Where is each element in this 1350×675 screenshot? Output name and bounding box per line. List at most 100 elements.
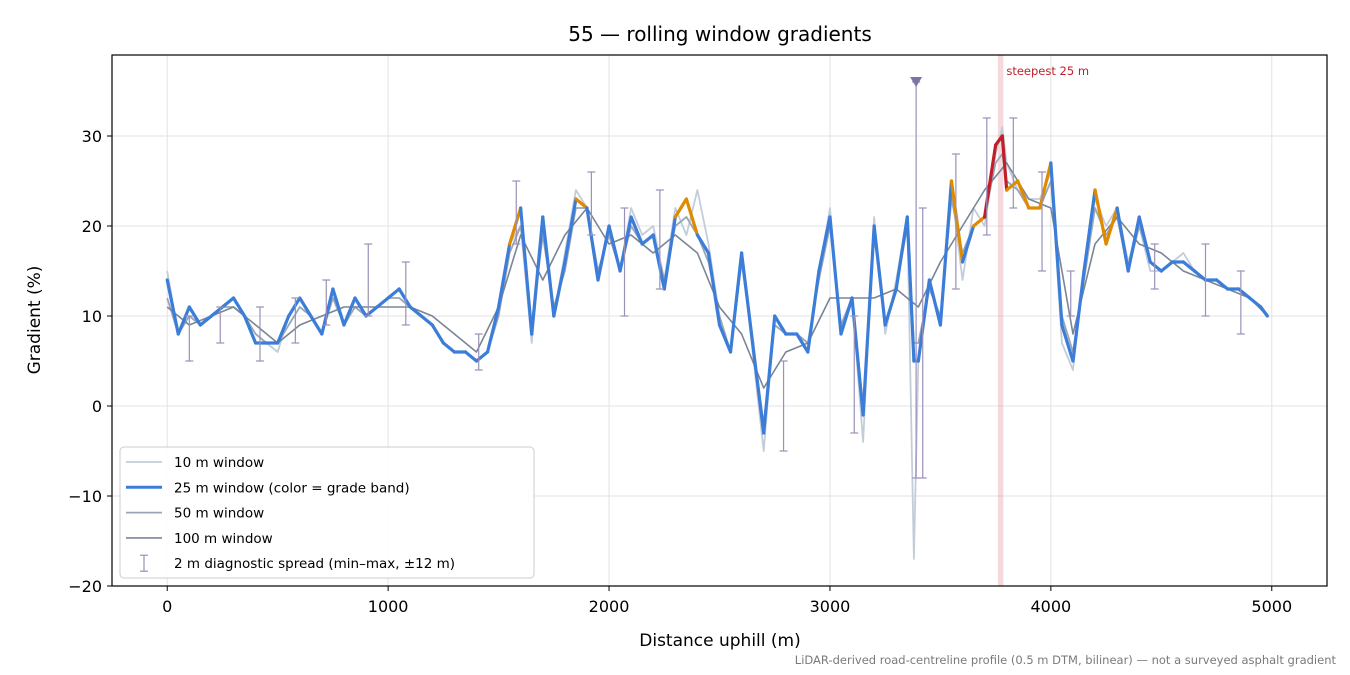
spread-bar xyxy=(1201,243,1210,317)
series-25m-segment xyxy=(916,278,931,363)
series-25m-segment xyxy=(331,287,346,327)
footnote: LiDAR-derived road-centreline profile (0… xyxy=(795,653,1337,667)
legend-label: 100 m window xyxy=(174,531,273,547)
series-25m-segment xyxy=(651,233,666,291)
series-25m-segment xyxy=(563,197,578,264)
series-25m-segment xyxy=(386,287,401,300)
steepest-label: steepest 25 m xyxy=(1006,64,1089,78)
series-25m-segment xyxy=(1000,134,1009,192)
series-25m-segment xyxy=(938,179,954,327)
series-25m-segment xyxy=(1248,296,1263,309)
series-25m-segment xyxy=(496,242,512,309)
series-25m-segment xyxy=(176,305,191,336)
legend-item: 100 m window xyxy=(126,531,273,547)
series-25m-segment xyxy=(828,215,843,336)
series-25m-segment xyxy=(519,206,534,336)
summit-marker xyxy=(910,77,923,87)
legend-label: 25 m window (color = grade band) xyxy=(174,480,410,496)
series-25m-segment xyxy=(441,341,457,354)
spread-bar xyxy=(401,261,410,326)
series-25m-segment xyxy=(728,251,744,354)
series-25m-segment xyxy=(187,305,202,327)
legend-label: 50 m window xyxy=(174,506,264,522)
series-25m-segment xyxy=(320,287,335,336)
series-25m-segment xyxy=(894,215,909,291)
series-25m-segment xyxy=(231,296,247,318)
series-25m-segment xyxy=(640,233,655,246)
series-25m-segment xyxy=(1181,260,1197,273)
series-25m-segment xyxy=(1082,188,1097,273)
series-25m-segment xyxy=(541,215,556,318)
series-25m-segment xyxy=(419,314,434,327)
series-25m-segment xyxy=(1104,206,1119,246)
x-tick-label: 3000 xyxy=(810,597,851,616)
series-25m-segment xyxy=(574,197,589,210)
series-25m-segment xyxy=(353,296,368,318)
legend-item: 25 m window (color = grade band) xyxy=(126,480,410,496)
y-tick-label: 10 xyxy=(82,307,102,326)
series-layer xyxy=(165,126,1269,560)
series-25m-segment xyxy=(662,215,677,291)
series-25m-segment xyxy=(508,206,523,246)
y-axis-label: Gradient (%) xyxy=(25,266,45,375)
series-25m-segment xyxy=(817,215,832,273)
series-25m-segment xyxy=(1016,179,1031,210)
series-25m-segment xyxy=(463,350,479,363)
x-tick-label: 2000 xyxy=(589,597,630,616)
series-25m-segment xyxy=(971,215,987,228)
series-25m-segment xyxy=(198,314,214,327)
spread-bar xyxy=(364,243,373,317)
spread-bar xyxy=(912,81,921,479)
legend-label: 10 m window xyxy=(174,455,264,471)
spread-bar xyxy=(655,189,664,290)
series-25m-segment xyxy=(695,233,711,255)
series-25m-segment xyxy=(607,224,622,273)
series-25m-segment xyxy=(806,269,821,354)
series-25m-segment xyxy=(485,305,501,354)
plot-frame xyxy=(111,54,1328,587)
series-25m-segment xyxy=(905,215,916,363)
legend: 10 m window 25 m window (color = grade ba… xyxy=(119,446,535,579)
series-25m-segment xyxy=(751,341,766,435)
spread-bar xyxy=(1066,270,1075,317)
series-25m-segment xyxy=(1148,260,1163,273)
y-tick-label: 20 xyxy=(82,217,102,236)
spread-bar xyxy=(256,306,265,362)
x-tick-label: 1000 xyxy=(368,597,409,616)
series-25m-segment xyxy=(585,206,600,282)
series-25m-segment xyxy=(342,296,357,327)
series-25m-segment xyxy=(1126,215,1141,273)
series-25m-segment xyxy=(1115,206,1130,273)
legend-item: 10 m window xyxy=(126,455,264,471)
series-25m-segment xyxy=(673,197,688,219)
y-axis-ticks: −20 −10 0 10 20 30 xyxy=(68,127,112,596)
series-25m-segment xyxy=(949,179,965,264)
steepest-segment-band xyxy=(997,55,1004,586)
series-25m-segment xyxy=(1214,278,1230,291)
series-25m-segment xyxy=(287,296,302,318)
x-tick-label: 5000 xyxy=(1251,597,1292,616)
spread-bar xyxy=(850,315,859,434)
series-25m-segment xyxy=(530,215,545,336)
spread-bar xyxy=(1150,243,1159,290)
series-25m-segment xyxy=(309,314,324,336)
series-25m-segment xyxy=(298,296,313,318)
series-25m-segment xyxy=(552,260,567,318)
series-25m-segment xyxy=(1259,305,1269,318)
x-axis-label: Distance uphill (m) xyxy=(639,631,800,651)
series-25m-segment xyxy=(629,215,644,246)
y-tick-label: −20 xyxy=(68,577,102,596)
spread-bar xyxy=(216,306,225,344)
series-25m-segment xyxy=(165,278,180,336)
series-25m-segment xyxy=(1137,215,1152,264)
series-25m-segment xyxy=(408,305,423,318)
spread-bar xyxy=(1009,117,1018,209)
series-25m-segment xyxy=(618,215,633,273)
spread-bar xyxy=(918,207,927,479)
series-25m-segment xyxy=(242,314,258,345)
x-axis-ticks: 0 1000 2000 3000 4000 5000 xyxy=(162,586,1292,616)
series-25m-segment xyxy=(1060,323,1075,363)
series-25m-segment xyxy=(795,332,810,354)
series-25m-segment xyxy=(220,296,236,309)
